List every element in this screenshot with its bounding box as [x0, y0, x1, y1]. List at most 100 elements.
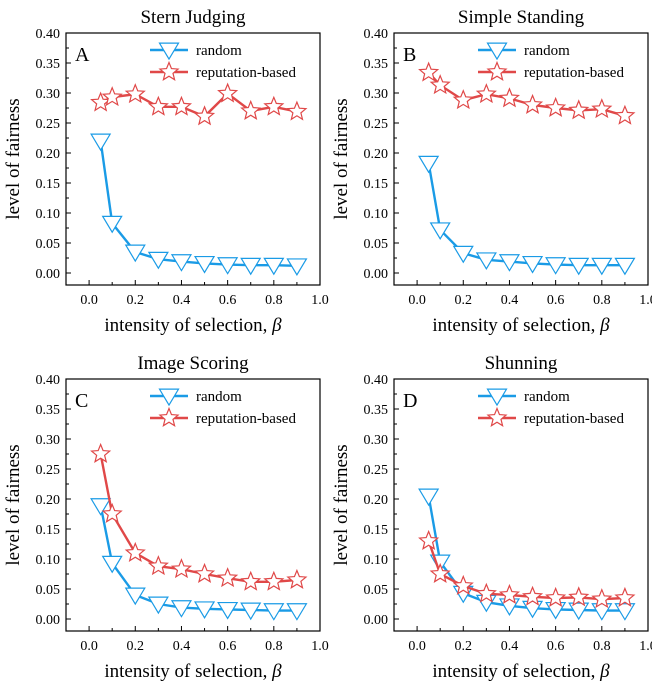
data-point: [429, 222, 451, 240]
data-point: [614, 586, 636, 607]
legend-marker: [486, 60, 508, 81]
data-point: [170, 95, 193, 116]
y-tick-label: 0.10: [36, 207, 61, 222]
data-point: [147, 596, 169, 615]
data-point: [286, 568, 308, 589]
data-point: [193, 562, 216, 583]
panel-label: C: [75, 390, 88, 412]
x-tick-label: 0.2: [127, 293, 145, 308]
series-line: [99, 140, 297, 267]
y-tick-label: 0.25: [364, 117, 389, 132]
x-tick-label: 0.2: [455, 293, 473, 308]
x-tick-label: 0.4: [501, 639, 519, 654]
x-tick-label: 0.8: [593, 293, 611, 308]
data-point: [193, 601, 216, 619]
data-point: [240, 602, 262, 621]
x-tick-label: 0.8: [265, 639, 283, 654]
legend-label: random: [196, 43, 242, 59]
data-point: [90, 498, 112, 516]
legend: random reputation-based: [478, 42, 624, 81]
x-tick-label: 0.4: [173, 293, 191, 308]
data-point: [90, 442, 112, 463]
data-point: [521, 585, 544, 606]
data-point: [475, 83, 497, 104]
data-point: [240, 570, 262, 591]
x-tick-label: 0.2: [127, 639, 145, 654]
data-point: [614, 104, 636, 125]
y-tick-label: 0.05: [36, 583, 61, 598]
y-tick-label: 0.35: [36, 57, 61, 72]
panel-a: Stern Judging A 0.00 0.05 0.10 0.15 0.20 0.25 0.…: [3, 7, 329, 336]
x-tick-label: 0.0: [80, 639, 98, 654]
legend-marker: [486, 388, 508, 407]
data-point: [545, 96, 567, 117]
y-tick-label: 0.00: [364, 613, 389, 628]
y-tick-label: 0.40: [36, 27, 61, 42]
series-reputation-based: [90, 82, 308, 126]
data-point: [498, 583, 521, 604]
series-line: [427, 71, 626, 117]
data-point: [286, 100, 308, 121]
y-tick-label: 0.35: [36, 403, 61, 418]
x-tick-label: 0.6: [219, 639, 237, 654]
data-point: [452, 245, 474, 264]
x-axis-label: intensity of selection, β: [432, 315, 610, 336]
y-tick-label: 0.20: [36, 147, 61, 162]
x-axis-label-symbol: β: [599, 315, 610, 336]
series-line: [99, 453, 298, 583]
data-point: [286, 258, 308, 276]
data-point: [475, 252, 497, 270]
chart-title: Image Scoring: [137, 353, 249, 374]
data-point: [217, 257, 239, 275]
data-point: [240, 99, 262, 120]
y-tick-label: 0.05: [364, 583, 389, 598]
data-point: [568, 602, 590, 621]
x-tick-label: 0.0: [80, 293, 98, 308]
panel-c: Image Scoring C 0.00 0.05 0.10 0.15 0.20 0.25 0.…: [3, 353, 329, 682]
y-tick-label: 0.35: [364, 403, 389, 418]
chart-title: Shunning: [485, 353, 558, 374]
plot-frame: [393, 378, 649, 632]
series-reputation-based: [90, 442, 308, 591]
x-axis-label: intensity of selection, β: [432, 661, 610, 682]
panel-label: B: [403, 44, 416, 66]
legend-label: random: [524, 43, 570, 59]
x-tick-label: 0.8: [265, 293, 283, 308]
y-axis-label: level of fairness: [331, 98, 352, 219]
y-tick-label: 0.10: [36, 553, 61, 568]
series-reputation-based: [418, 529, 636, 609]
x-axis-label-symbol: β: [271, 661, 282, 682]
x-tick-label: 0.6: [219, 293, 237, 308]
data-point: [263, 257, 285, 276]
y-tick-label: 0.25: [36, 463, 61, 478]
panel-label: D: [403, 390, 417, 412]
legend-label: reputation-based: [196, 65, 296, 81]
chart-title: Stern Judging: [140, 7, 246, 28]
series-line: [100, 92, 298, 118]
y-tick-label: 0.00: [36, 267, 61, 282]
series-line: [427, 540, 625, 601]
y-tick-label: 0.10: [364, 207, 389, 222]
panel-d: Shunning D 0.00 0.05 0.10 0.15 0.20 0.25 0.30 0.3…: [331, 353, 652, 682]
data-point: [90, 133, 112, 152]
legend-marker: [158, 42, 180, 61]
data-point: [286, 603, 308, 621]
y-tick-label: 0.25: [364, 463, 389, 478]
y-tick-label: 0.15: [364, 523, 389, 538]
series-reputation-based: [418, 61, 636, 125]
y-tick-label: 0.15: [36, 177, 61, 192]
data-point: [614, 257, 636, 276]
x-tick-label: 1.0: [311, 293, 329, 308]
data-point: [568, 257, 590, 276]
data-point: [193, 255, 216, 274]
data-point: [217, 82, 239, 103]
series-random: [90, 133, 308, 276]
legend-marker: [486, 406, 508, 427]
y-tick-label: 0.05: [36, 237, 61, 252]
x-tick-label: 1.0: [311, 639, 329, 654]
data-point: [147, 95, 169, 116]
data-point: [498, 254, 521, 272]
data-point: [452, 574, 474, 595]
legend-label: reputation-based: [524, 65, 624, 81]
data-point: [545, 586, 567, 607]
